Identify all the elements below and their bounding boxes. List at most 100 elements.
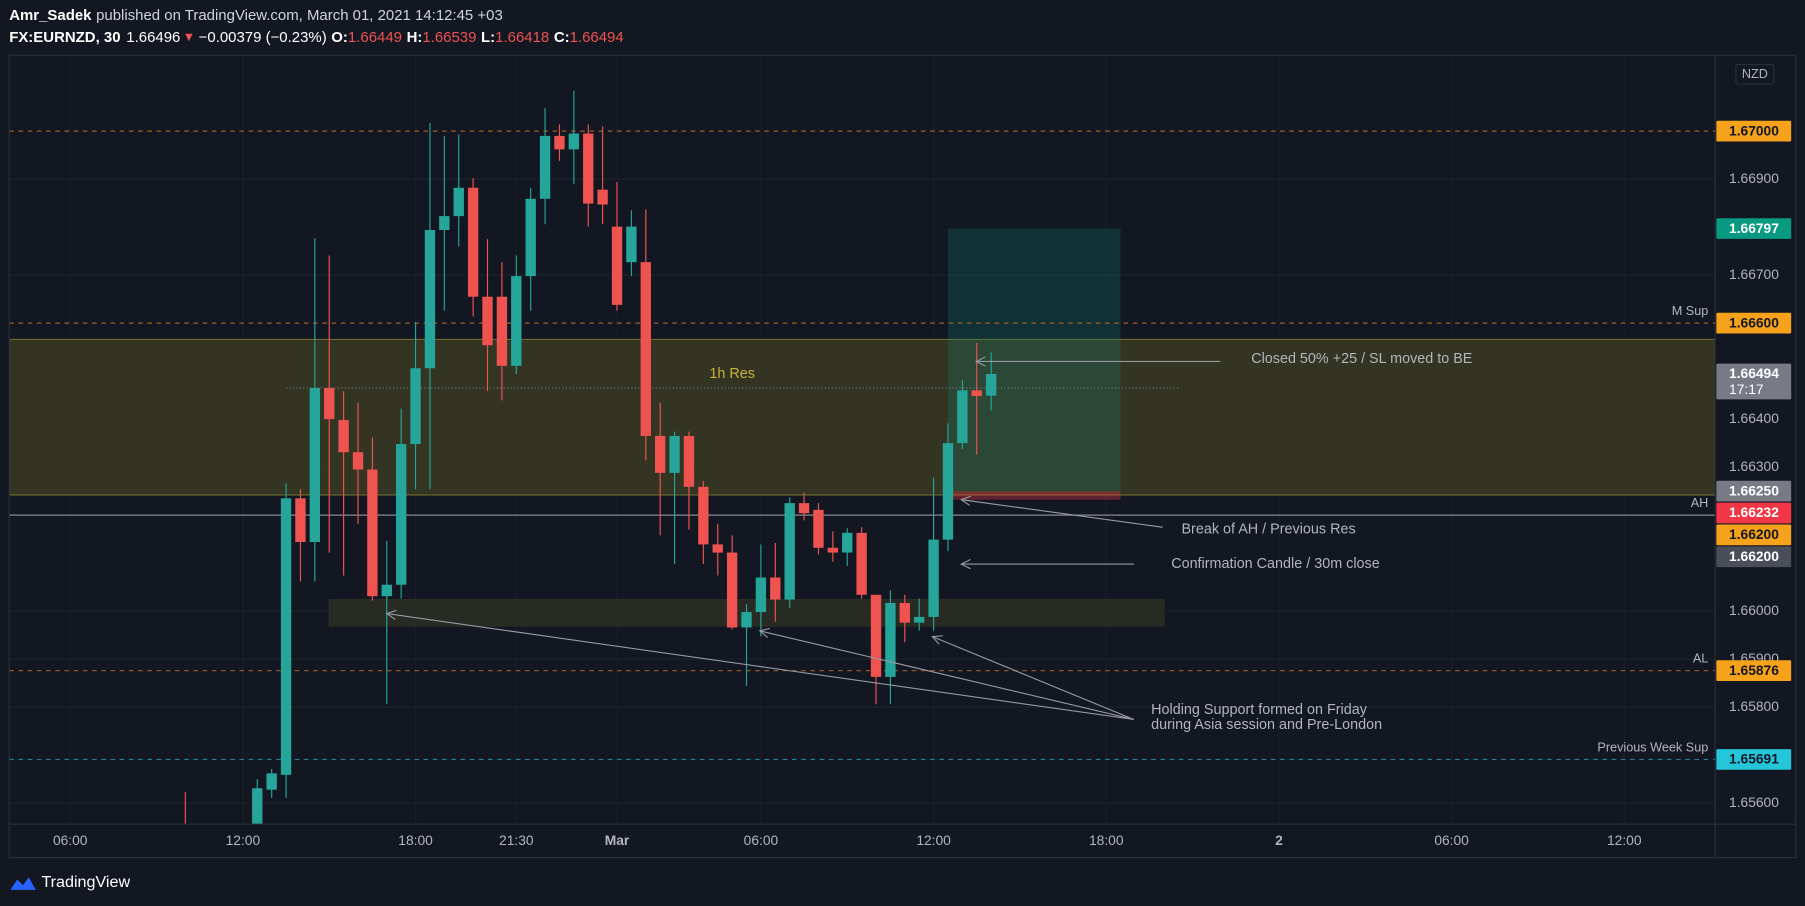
candle-body [971, 390, 982, 397]
level-name: Previous Week Sup [1597, 740, 1708, 754]
candle-body [381, 584, 392, 597]
symbol-line: FX:EURNZD, 30 1.66496 ▼ −0.00379 (−0.23%) O:… [9, 29, 623, 46]
ohlc-label: C: [554, 29, 570, 46]
currency: NZD [1742, 67, 1768, 81]
candle-body [870, 594, 882, 677]
x-tick-label: 21:30 [499, 832, 534, 848]
ohlc-label: H: [407, 29, 423, 46]
price-box-label: 1.66600 [1729, 314, 1779, 330]
price-box [1716, 749, 1792, 770]
brand: TradingView [41, 873, 130, 891]
candle-body [784, 503, 795, 600]
candle-body [482, 296, 493, 346]
candle-body [280, 498, 292, 775]
price-box [1716, 660, 1792, 682]
candle-body [439, 216, 450, 230]
candle-body [496, 296, 508, 366]
candle-body [698, 486, 709, 545]
position-stop [947, 491, 1121, 500]
x-tick-label: 06:00 [1434, 832, 1469, 848]
price-box-label: 1.66200 [1729, 526, 1779, 542]
candle-body [252, 788, 263, 825]
x-tick-label: 12:00 [226, 832, 261, 848]
price-box-label: 1.65691 [1729, 751, 1779, 767]
position-target [947, 228, 1121, 492]
y-tick-label: 1.65600 [1729, 794, 1779, 810]
candle-body [856, 532, 867, 595]
frame [8, 54, 1797, 859]
annotation: Break of AH / Previous Res [1181, 521, 1355, 537]
candle-body [467, 187, 479, 297]
candle-body [755, 577, 767, 613]
price-box [1716, 502, 1792, 524]
candle-body [640, 262, 651, 436]
price-box [1716, 363, 1792, 400]
ohlc-value: 1.66449 [348, 29, 402, 46]
candle-body [511, 276, 522, 366]
candle-body [985, 374, 997, 396]
annotation: Holding Support formed on Friday [1151, 702, 1368, 718]
ohlc-label: O: [331, 29, 348, 46]
candles [184, 90, 997, 825]
x-tick-label: 18:00 [398, 832, 433, 848]
x-tick-label: 2 [1275, 832, 1283, 848]
x-tick-label: 18:00 [1089, 832, 1124, 848]
price-box [1716, 312, 1792, 334]
candle-body [942, 443, 954, 540]
zone-label: 1h Res [709, 366, 755, 382]
symbol: FX:EURNZD, 30 [9, 29, 120, 46]
price-box-label: 1.66250 [1729, 482, 1779, 498]
candle-body [842, 532, 853, 553]
x-tick-label: 06:00 [744, 832, 779, 848]
y-tick-label: 1.66400 [1729, 410, 1779, 426]
candle-body [770, 577, 781, 600]
candle-body [726, 552, 738, 628]
level-name: M Sup [1672, 304, 1709, 318]
candle-body [827, 547, 839, 553]
candle-body [583, 133, 594, 204]
ohlc-value: 1.66494 [570, 29, 624, 46]
price-box [1716, 480, 1792, 502]
candle-body [899, 602, 910, 623]
arrow [758, 627, 1135, 721]
candle-body [367, 469, 378, 597]
y-tick-label: 1.66900 [1729, 170, 1779, 186]
candle-body [611, 226, 623, 305]
annotations: 1h Res Closed 50% +25 / SL moved to BE B… [385, 351, 1472, 733]
candle-body [683, 435, 695, 487]
arrow [959, 495, 1163, 528]
candle-body [813, 509, 824, 548]
candle-body [655, 435, 666, 473]
price-box-label: 1.67000 [1729, 122, 1779, 138]
ohlc-value: 1.66539 [422, 29, 476, 46]
ohlc-label: L: [481, 29, 495, 46]
annotation: during Asia session and Pre-London [1151, 717, 1382, 733]
candle-body [324, 387, 335, 420]
candle-body [914, 616, 925, 623]
candle-body [338, 420, 349, 453]
y-tick-label: 1.66300 [1729, 458, 1779, 474]
price-box-label: 1.66494 [1729, 365, 1779, 381]
arrow [931, 635, 1135, 721]
currency-box [1735, 63, 1775, 85]
candle-body [395, 444, 407, 585]
candle-body [957, 390, 968, 444]
header-line: Amr_Sadek published on TradingView.com, M… [9, 7, 503, 24]
x-tick-label: Mar [605, 832, 630, 848]
price-box-label: 1.65876 [1729, 662, 1779, 678]
candle-body [295, 498, 306, 543]
zone [9, 338, 1716, 496]
x-tick-label: 06:00 [53, 832, 88, 848]
y-tick-label: 1.66700 [1729, 266, 1779, 282]
y-tick-label: 1.65800 [1729, 698, 1779, 714]
candle-body [928, 539, 939, 617]
countdown: 17:17 [1729, 381, 1764, 397]
x-tick-label: 12:00 [916, 832, 951, 848]
candle-body [309, 387, 321, 543]
author: Amr_Sadek [9, 7, 92, 24]
candle-body [626, 226, 637, 263]
candle-body [453, 187, 464, 217]
candle-body [424, 229, 436, 369]
